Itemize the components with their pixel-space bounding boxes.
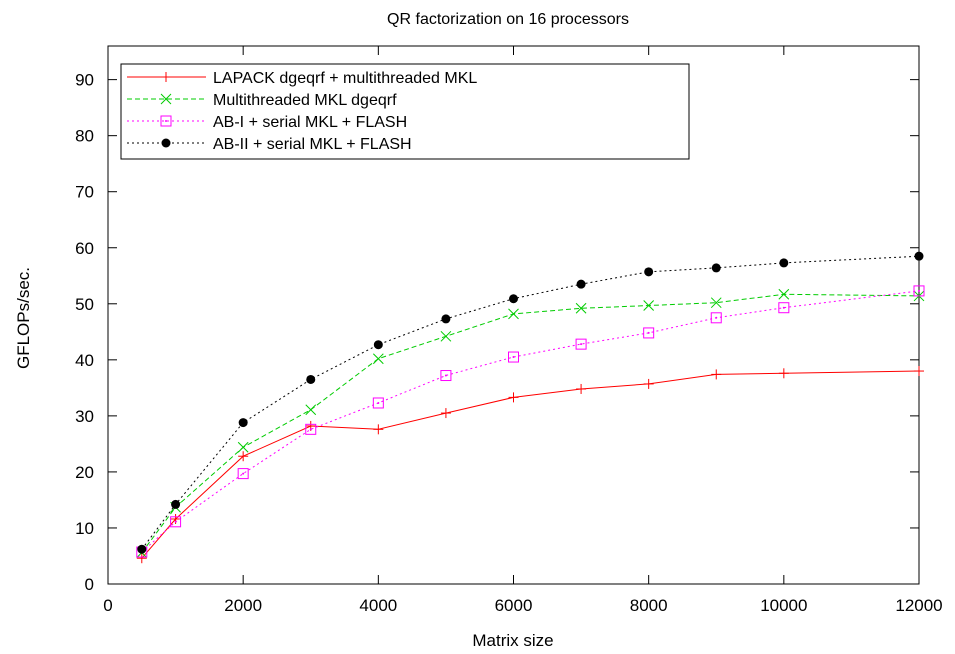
legend-label: Multithreaded MKL dgeqrf [213,92,397,109]
legend-label: LAPACK dgeqrf + multithreaded MKL [213,70,477,87]
y-tick-label: 90 [75,71,94,90]
series-2 [136,288,925,558]
point-marker [782,306,785,309]
point-marker [778,302,790,314]
x-tick-label: 6000 [495,596,533,615]
point-marker [165,120,167,122]
point-marker [647,331,650,334]
point-marker [644,267,654,277]
y-tick-label: 60 [75,239,94,258]
point-marker [710,297,722,309]
point-marker [779,258,789,268]
point-marker [160,93,172,105]
y-tick-label: 50 [75,295,94,314]
point-marker [512,356,515,359]
point-marker [161,138,171,148]
point-marker [710,312,722,324]
y-tick-label: 40 [75,351,94,370]
point-marker [444,374,447,377]
series-4 [137,251,924,554]
point-marker [309,428,312,431]
point-marker [580,343,583,346]
point-marker [508,308,519,320]
x-tick-label: 10000 [760,596,807,615]
axes: 0 10 20 30 40 50 60 70 80 90 0 2000 4000 6000 8000 1000… [75,45,943,615]
point-marker [508,351,519,363]
point-marker [237,441,249,453]
point-marker [914,251,924,261]
point-marker [306,374,316,384]
series-line [141,293,920,553]
point-marker [575,338,587,350]
y-tick-label: 20 [75,463,94,482]
legend-box [120,63,690,160]
point-marker [372,353,384,365]
y-tick-label: 80 [75,127,94,146]
point-marker [509,294,518,304]
series-line [141,290,920,553]
legend-label: AB-II + serial MKL + FLASH [213,136,412,153]
point-marker [711,263,721,273]
series-group [136,251,925,564]
point-marker [575,302,587,314]
legend: LAPACK dgeqrf + multithreaded MKL Multith… [120,63,690,160]
point-marker [440,370,452,382]
x-tick-label: 0 [103,596,112,615]
point-marker [778,288,790,300]
point-marker [440,330,452,342]
point-marker [305,423,317,435]
series-line [141,255,920,550]
point-marker [715,316,718,319]
y-tick-label: 10 [75,519,94,538]
point-marker [170,516,182,528]
x-tick-label: 4000 [359,596,397,615]
point-marker [372,397,384,409]
y-axis-title: GFLOPs/sec. [14,267,33,369]
y-tick-label: 0 [85,575,94,594]
point-marker [576,279,586,289]
x-axis-title: Matrix size [472,631,553,650]
point-marker [918,289,920,292]
point-marker [137,544,147,554]
legend-label: AB-I + serial MKL + FLASH [213,114,407,131]
y-tick-label: 30 [75,407,94,426]
chart-title: QR factorization on 16 processors [387,11,629,28]
point-marker [305,404,317,416]
series-line [141,370,920,559]
series-3 [136,285,925,558]
point-marker [373,340,383,350]
point-marker [171,499,181,509]
x-tick-label: 2000 [224,596,262,615]
x-tick-label: 12000 [895,596,942,615]
point-marker [238,418,248,428]
point-marker [643,300,655,311]
series-1 [136,366,924,564]
point-marker [643,327,655,339]
y-tick-label: 70 [75,183,94,202]
point-marker [174,520,177,523]
x-tick-label: 8000 [630,596,668,615]
point-marker [160,115,172,127]
point-marker [441,314,451,324]
point-marker [377,401,380,404]
point-marker [237,468,249,480]
point-marker [242,472,245,475]
point-marker [913,285,925,297]
